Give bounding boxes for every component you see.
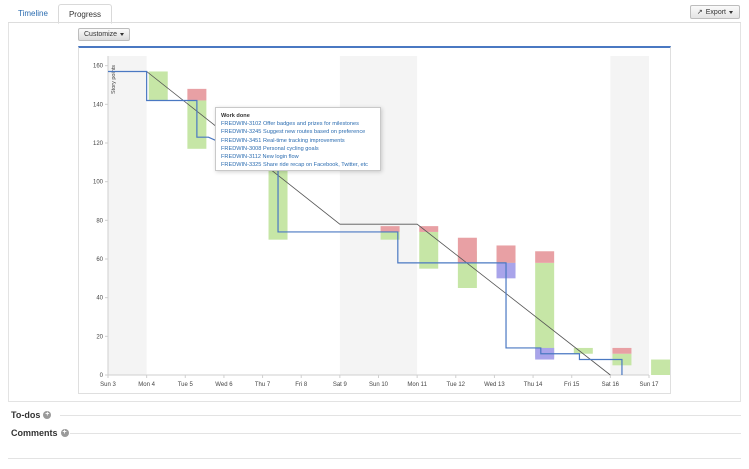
burndown-chart-container: 0 20 40 60 80 100 120 140 160 Sun 3 Mon 4 Tue 5 Wed … bbox=[78, 46, 671, 394]
tooltip-issue-link[interactable]: FREDWIN-3325 Share ride recap on Faceboo… bbox=[221, 162, 368, 169]
x-tick-label: Fri 8 bbox=[295, 382, 308, 388]
add-comment-icon[interactable]: + bbox=[60, 429, 69, 437]
customize-label: Customize bbox=[84, 30, 118, 38]
x-tick-label: Tue 5 bbox=[178, 382, 194, 388]
burndown-chart[interactable]: 0 20 40 60 80 100 120 140 160 Sun 3 Mon 4 Tue 5 Wed … bbox=[79, 48, 670, 394]
tooltip-issue-link[interactable]: FREDWIN-3008 Personal cycling goals bbox=[221, 145, 319, 152]
y-tick-label: 100 bbox=[93, 180, 104, 186]
tooltip-issue-link[interactable]: FREDWIN-3245 Suggest new routes based on… bbox=[221, 129, 366, 136]
x-tick-label: Mon 4 bbox=[138, 382, 155, 388]
export-label: Export bbox=[705, 8, 726, 16]
scope-added-bar bbox=[187, 88, 207, 101]
y-tick-label: 120 bbox=[93, 141, 104, 147]
y-axis-label: Story points bbox=[111, 65, 117, 94]
remaining-values-series bbox=[108, 70, 623, 375]
tab-progress[interactable]: Progress bbox=[57, 4, 112, 24]
x-tick-label: Tue 12 bbox=[447, 382, 466, 388]
x-tick-label: Thu 14 bbox=[524, 382, 543, 388]
add-todo-icon[interactable]: + bbox=[43, 411, 52, 419]
y-tick-label: 160 bbox=[93, 64, 104, 70]
tooltip-title: Work done bbox=[221, 113, 250, 119]
todos-label: To-dos bbox=[11, 410, 41, 420]
x-tick-label: Sun 10 bbox=[369, 382, 389, 388]
y-tick-label: 20 bbox=[96, 334, 103, 340]
tooltip-issue-link[interactable]: FREDWIN-3112 New login flow bbox=[221, 154, 299, 161]
scope-added-bar bbox=[496, 245, 516, 263]
scope-added-bar bbox=[380, 226, 400, 232]
page-bottom-rule bbox=[8, 458, 741, 459]
work-done-bar bbox=[380, 231, 400, 240]
x-tick-label: Wed 6 bbox=[215, 382, 233, 388]
work-done-bar bbox=[419, 231, 439, 269]
weekend-band bbox=[610, 56, 649, 375]
x-tick-label: Sun 3 bbox=[100, 382, 116, 388]
work-done-tooltip: Work done FREDWIN-3102 Offer badges and … bbox=[215, 107, 381, 171]
tab-timeline[interactable]: Timeline bbox=[18, 9, 48, 18]
export-icon: ↗ bbox=[696, 8, 703, 16]
weekend-band bbox=[108, 56, 147, 375]
export-button[interactable]: ↗ Export bbox=[689, 5, 740, 19]
chevron-down-icon bbox=[120, 33, 125, 36]
weekend-band bbox=[339, 56, 418, 375]
todos-divider bbox=[60, 415, 741, 416]
work-done-bar bbox=[148, 71, 168, 101]
chevron-down-icon bbox=[729, 10, 733, 14]
todos-section[interactable]: To-dos + bbox=[11, 410, 52, 420]
customize-button[interactable]: Customize bbox=[78, 28, 131, 41]
y-tick-label: 0 bbox=[100, 373, 104, 379]
x-tick-label: Fri 15 bbox=[564, 382, 580, 388]
x-tick-label: Mon 11 bbox=[407, 382, 427, 388]
progress-panel bbox=[8, 23, 741, 401]
y-tick-label: 80 bbox=[96, 218, 103, 224]
tooltip-issue-link[interactable]: FREDWIN-3102 Offer badges and prizes for… bbox=[221, 121, 359, 128]
scope-added-bar bbox=[535, 251, 555, 263]
x-tick-label: Sun 17 bbox=[639, 382, 659, 388]
tabs-divider bbox=[8, 22, 741, 23]
y-tick-label: 60 bbox=[96, 257, 103, 263]
y-tick-label: 40 bbox=[96, 296, 103, 302]
comments-section[interactable]: Comments + bbox=[11, 428, 69, 438]
tab-bar: Timeline Progress bbox=[8, 4, 112, 24]
x-tick-label: Thu 7 bbox=[255, 382, 271, 388]
x-tick-label: Wed 13 bbox=[484, 382, 505, 388]
work-done-bar bbox=[573, 347, 593, 354]
x-tick-label: Sat 16 bbox=[602, 382, 620, 388]
scope-added-bar bbox=[419, 226, 439, 232]
tooltip-issue-link[interactable]: FREDWIN-3451 Real-time tracking improvem… bbox=[221, 137, 345, 144]
work-done-bar bbox=[651, 359, 670, 375]
scope-added-bar bbox=[612, 347, 632, 354]
comments-divider bbox=[70, 433, 741, 434]
x-tick-label: Sat 9 bbox=[333, 382, 348, 388]
panel-bottom-rule bbox=[8, 401, 741, 402]
y-tick-label: 140 bbox=[93, 102, 104, 108]
scope-added-bar bbox=[457, 237, 477, 263]
comments-label: Comments bbox=[11, 428, 58, 438]
work-done-bar bbox=[535, 262, 555, 358]
